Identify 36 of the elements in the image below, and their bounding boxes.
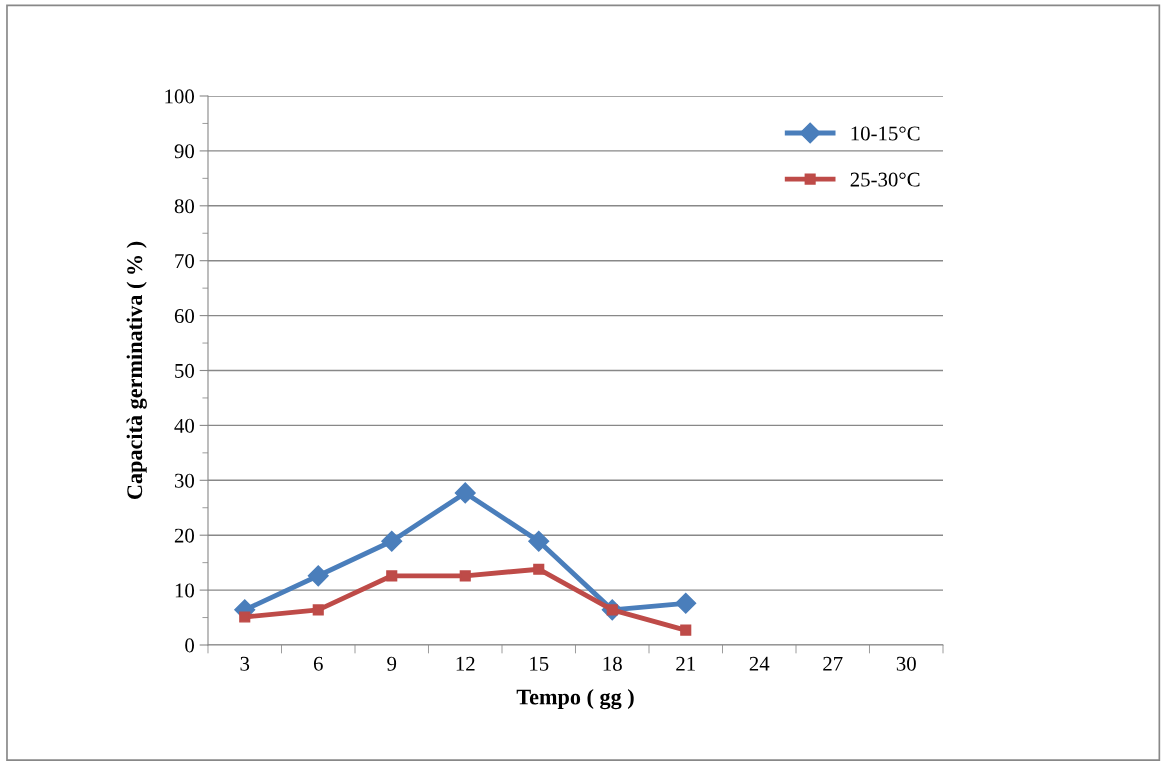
- y-tick-label: 50: [175, 363, 195, 378]
- y-axis-title: Capacità germinativa ( % ): [126, 241, 147, 500]
- y-tick-label: 80: [174, 199, 195, 214]
- point: [459, 570, 471, 582]
- y-tick-label: 10: [175, 583, 195, 598]
- y-tick-label: 20: [174, 528, 195, 543]
- point: [307, 565, 329, 587]
- point: [381, 530, 403, 552]
- x-tick-label: 12: [456, 656, 475, 671]
- legend-label: 10-15°C: [851, 126, 920, 141]
- point: [680, 624, 692, 636]
- x-tick-label: 30: [896, 656, 916, 671]
- y-tick-label: 40: [174, 418, 195, 433]
- point: [675, 592, 697, 614]
- point: [533, 563, 545, 575]
- point: [312, 604, 324, 616]
- y-tick-label: 0: [185, 638, 195, 653]
- x-tick-label: 21: [676, 656, 695, 671]
- x-axis-title: Tempo ( gg ): [516, 688, 634, 710]
- x-tick-label: 15: [530, 656, 549, 671]
- y-tick-label: 70: [175, 254, 195, 269]
- x-tick-label: 9: [387, 656, 397, 671]
- point: [239, 611, 251, 623]
- point: [528, 530, 550, 552]
- y-tick-label: 60: [174, 308, 195, 324]
- y-tick-label: 100: [165, 89, 195, 104]
- point: [454, 482, 476, 504]
- x-tick-label: 24: [749, 656, 770, 671]
- x-tick-label: 6: [313, 656, 323, 671]
- x-tick-label: 27: [823, 656, 843, 671]
- y-tick-label: 30: [174, 473, 195, 488]
- legend-label: 25-30°C: [850, 172, 920, 187]
- x-tick-label: 3: [240, 656, 250, 671]
- x-tick-label: 18: [603, 656, 622, 671]
- y-tick-label: 90: [174, 144, 195, 159]
- point: [386, 570, 398, 582]
